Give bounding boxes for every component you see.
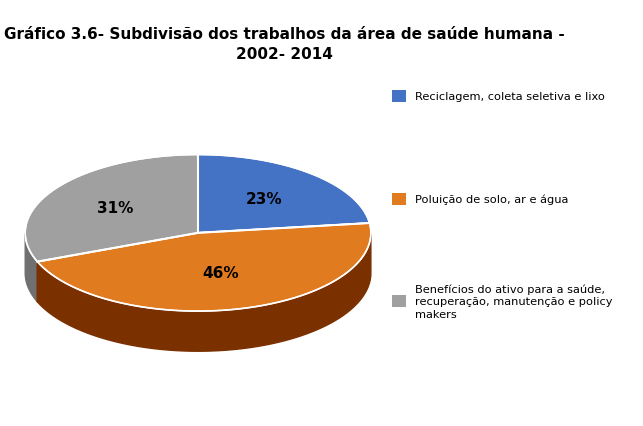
Polygon shape — [37, 233, 198, 302]
Text: Gráfico 3.6- Subdivisão dos trabalhos da área de saúde humana -
2002- 2014: Gráfico 3.6- Subdivisão dos trabalhos da… — [4, 27, 565, 62]
Text: 46%: 46% — [202, 265, 239, 280]
Polygon shape — [198, 155, 370, 233]
FancyBboxPatch shape — [392, 295, 406, 308]
Text: Poluição de solo, ar e água: Poluição de solo, ar e água — [415, 194, 568, 204]
Polygon shape — [25, 155, 198, 262]
Polygon shape — [25, 234, 37, 302]
Polygon shape — [37, 233, 371, 351]
Text: 31%: 31% — [97, 200, 133, 215]
FancyBboxPatch shape — [392, 91, 406, 103]
Text: 23%: 23% — [246, 192, 283, 207]
Text: Reciclagem, coleta seletiva e lixo: Reciclagem, coleta seletiva e lixo — [415, 92, 605, 102]
FancyBboxPatch shape — [392, 193, 406, 205]
Polygon shape — [37, 224, 371, 311]
Text: Benefícios do ativo para a saúde,
recuperação, manutenção e policy
makers: Benefícios do ativo para a saúde, recupe… — [415, 284, 613, 319]
Polygon shape — [37, 233, 198, 302]
